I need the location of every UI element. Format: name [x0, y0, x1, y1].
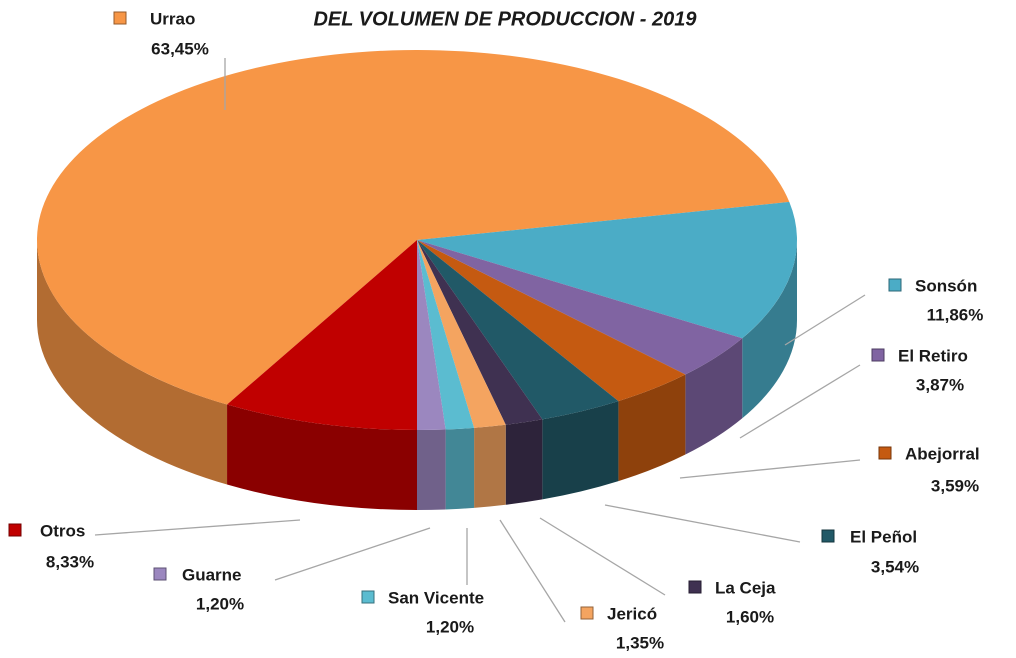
pie-side [618, 374, 686, 482]
legend-marker [113, 11, 127, 25]
legend-marker [871, 348, 885, 362]
pie-slice [417, 240, 619, 420]
labels: Urrao 63,45% Sonsón 11,86% El Retiro 3,87% Abe… [8, 9, 984, 652]
pie-side [505, 419, 543, 505]
value-label: 3,59% [931, 476, 979, 495]
pie-side [742, 240, 797, 419]
leader-line [679, 459, 861, 479]
category-label: Jericó [607, 604, 657, 623]
category-label: Otros [40, 521, 85, 540]
pie-slice [417, 240, 446, 430]
legend-marker [153, 567, 167, 581]
value-label: 11,86% [927, 305, 984, 324]
category-label: Guarne [182, 565, 242, 584]
category-label: El Retiro [898, 346, 968, 365]
pie-side [542, 401, 619, 500]
legend-marker [688, 580, 702, 594]
pie-slice [417, 240, 743, 375]
leader-line [274, 527, 431, 581]
value-label: 1,20% [196, 594, 244, 613]
leader-line [539, 517, 666, 596]
pie-tops [37, 50, 797, 430]
category-label: Abejorral [905, 444, 980, 463]
value-label: 1,20% [426, 617, 474, 636]
leader-line [94, 519, 301, 536]
value-label: 3,87% [916, 375, 964, 394]
leader-line [739, 364, 861, 439]
value-label: 1,60% [726, 607, 774, 626]
value-label: 63,45% [151, 39, 209, 58]
pie-slice [417, 240, 475, 430]
legend-marker [580, 606, 594, 620]
pie-slice [417, 201, 797, 339]
pie-side [417, 429, 446, 510]
legend-marker [8, 523, 22, 537]
legend-marker [878, 446, 892, 460]
pie-slice [417, 240, 506, 428]
chart-title: DEL VOLUMEN DE PRODUCCION - 2019 [313, 8, 697, 30]
category-label: Sonsón [915, 276, 977, 295]
leader-line [784, 294, 866, 346]
pie-slice [37, 50, 790, 405]
category-label: San Vicente [388, 588, 484, 607]
value-label: 3,54% [871, 557, 919, 576]
pie-slice [227, 240, 417, 430]
legend-marker [821, 529, 835, 543]
pie-side [445, 427, 475, 510]
pie-sides [37, 240, 797, 510]
leader-line [604, 504, 801, 543]
legend-marker [888, 278, 902, 292]
pie-slice [417, 240, 543, 425]
leader-line [499, 519, 566, 623]
value-label: 8,33% [46, 552, 94, 571]
category-label: El Peñol [850, 527, 917, 546]
pie-slice [417, 240, 686, 402]
category-label: La Ceja [715, 578, 776, 597]
value-label: 1,35% [616, 633, 664, 652]
pie-side [37, 240, 228, 485]
category-label: Urrao [150, 9, 195, 28]
pie-side [474, 424, 506, 508]
legend-marker [361, 590, 375, 604]
pie-side [227, 404, 417, 510]
pie-side [685, 338, 743, 455]
